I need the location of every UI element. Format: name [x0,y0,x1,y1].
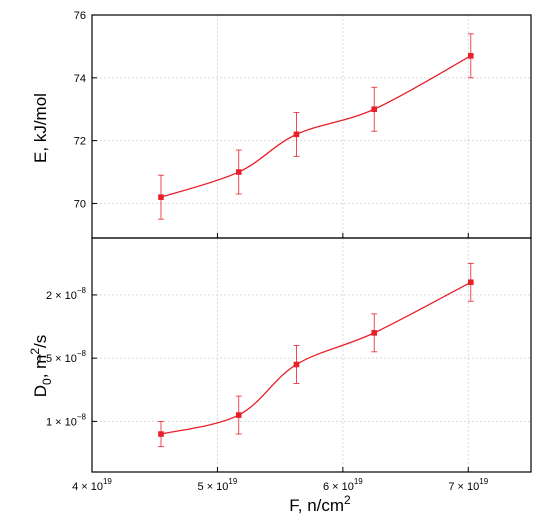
data-point [158,194,164,200]
series-layer [157,33,474,448]
y-tick-label: 1.5 × 10−8 [37,349,87,365]
y-axis-title-bottom: D0, m2/s [28,335,54,398]
plot-frames [91,14,532,473]
data-point [467,279,474,286]
plot-frame [91,14,532,239]
data-point [371,330,378,336]
data-point [293,131,300,138]
y-tick-label: 72 [74,136,86,148]
y-tick-label: 2 × 10−8 [46,286,87,302]
x-axis-title: F, n/cm2 [289,493,351,515]
y-axis-title-top: E, kJ/mol [31,93,50,163]
y-tick-label: 70 [74,198,86,210]
x-tick-label: 7 × 1019 [448,477,488,493]
data-point [158,431,164,437]
grid-layer [92,14,531,472]
tick-layer: 70 72 74 76 1 × 10−8 1.5 × 10−8 2 × 10−8 4 × 10… [37,10,489,493]
data-point [235,169,242,175]
series-line [160,55,472,198]
y-tick-label: 76 [74,10,86,22]
data-point [371,106,378,113]
y-tick-label: 74 [74,73,86,85]
y-tick-label: 1 × 10−8 [46,412,87,428]
label-layer: E, kJ/mol D0, m2/s F, n/cm2 [28,93,351,515]
data-point [235,412,242,418]
x-tick-label: 6 × 1019 [323,477,363,493]
x-tick-label: 5 × 1019 [198,477,238,493]
plot-frame [91,237,532,473]
data-point [293,361,300,368]
x-tick-label: 4 × 1019 [72,477,112,493]
data-point [467,53,474,59]
